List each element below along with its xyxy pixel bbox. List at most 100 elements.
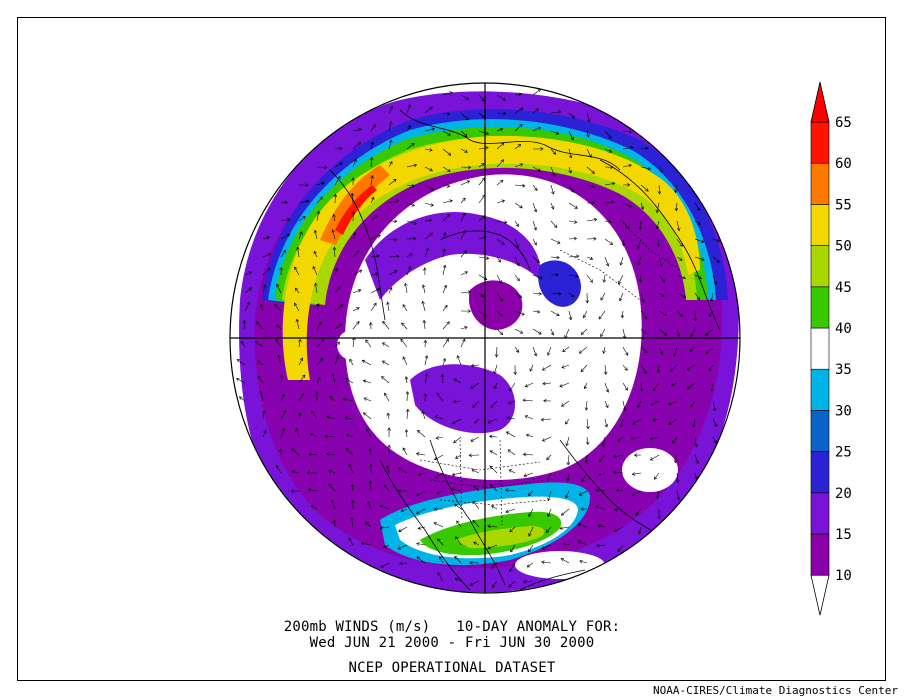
wind-vector (434, 472, 444, 479)
wind-vector-head (505, 431, 510, 435)
wind-vector-head (533, 227, 537, 231)
wind-vector (658, 238, 660, 247)
wind-vector (613, 454, 624, 458)
wind-vector (637, 400, 642, 408)
wind-vector-head (339, 323, 343, 327)
wind-vector (650, 454, 660, 461)
wind-vector-head (686, 386, 691, 390)
wind-vector (547, 508, 552, 517)
wind-vector-head (444, 304, 448, 309)
wind-vector (298, 200, 309, 204)
wind-vector-head (453, 378, 457, 382)
wind-vector-head (376, 288, 381, 292)
wind-vector (658, 310, 667, 316)
wind-vector (578, 490, 588, 496)
wind-vector (312, 266, 318, 276)
wind-vector-head (361, 359, 366, 364)
wind-vector-head (650, 402, 654, 406)
wind-vector-head (561, 365, 565, 369)
wind-vector-head (710, 388, 714, 392)
wind-vector-head (344, 416, 348, 420)
wind-vector-head (431, 127, 436, 132)
wind-vector (541, 544, 552, 549)
wind-vector-head (374, 214, 379, 219)
wind-vector (508, 469, 516, 474)
wind-vector (514, 328, 523, 334)
wind-vector (568, 202, 578, 209)
wind-vector (334, 176, 341, 186)
wind-vector (586, 436, 589, 445)
wind-vector (656, 202, 660, 213)
wind-vector (542, 364, 552, 371)
wind-vector-head (562, 542, 567, 546)
wind-vector-head (279, 266, 283, 271)
wind-vector (622, 382, 628, 391)
wind-vector (635, 508, 642, 516)
wind-vector-head (337, 175, 341, 180)
wind-vector-head (674, 189, 678, 194)
wind-vector-head (600, 333, 604, 338)
wind-vector-head (605, 263, 610, 267)
wind-vector-head (533, 208, 538, 213)
wind-vector-head (491, 584, 496, 588)
wind-vector (676, 238, 683, 247)
wind-vector-head (589, 256, 594, 261)
wind-vector-head (369, 156, 374, 161)
wind-vector (619, 292, 624, 302)
wind-vector-head (712, 407, 717, 412)
wind-vector (550, 238, 561, 244)
wind-vector-head (383, 484, 388, 488)
wind-vector-head (388, 139, 393, 144)
wind-vector-head (676, 227, 681, 232)
wind-vector (568, 220, 577, 223)
wind-vector (381, 376, 390, 384)
wind-vector-head (497, 259, 501, 263)
wind-vector (472, 500, 480, 510)
wind-vector-head (556, 255, 560, 260)
wind-vector-head (370, 141, 374, 145)
wind-vector-head (481, 177, 486, 182)
wind-vector-head (274, 303, 278, 308)
wind-vector (436, 490, 444, 494)
wind-vector (528, 544, 534, 553)
wind-vector (604, 418, 608, 428)
wind-vector-head (587, 118, 591, 123)
wind-vector-head (491, 505, 495, 509)
wind-vector (586, 112, 590, 122)
wind-vector (632, 490, 642, 496)
wind-vector (352, 289, 361, 294)
jet-core-red (335, 185, 377, 235)
colorbar-segment-30 (810, 368, 830, 411)
wind-vector-head (577, 523, 582, 527)
wind-vector (473, 541, 480, 546)
wind-vector-head (579, 559, 583, 564)
wind-vector (561, 508, 570, 516)
wind-vector-head (659, 351, 664, 355)
wind-vector-head (537, 126, 542, 131)
wind-vector-head (350, 516, 354, 521)
wind-vector-head (694, 476, 698, 480)
wind-vector (514, 292, 522, 298)
wind-vector (294, 302, 300, 312)
wind-vector-head (543, 398, 547, 403)
wind-vector (364, 397, 372, 402)
wind-vector-head (588, 154, 592, 158)
wind-vector (460, 112, 469, 121)
wind-vector-head (560, 512, 565, 516)
wind-vector-head (538, 291, 542, 296)
colorbar-label-30: 30 (835, 403, 852, 419)
wind-vector (478, 274, 488, 280)
wind-vector-head (429, 168, 433, 172)
wind-vector-head (329, 395, 333, 400)
wind-vector-head (708, 367, 713, 372)
wind-vector (712, 418, 718, 427)
wind-vector-head (515, 244, 520, 249)
wind-vector-head (617, 280, 622, 285)
wind-vector (496, 328, 503, 335)
wind-vector (525, 415, 534, 420)
wind-vector-head (328, 483, 332, 487)
wind-vector-head (533, 242, 537, 246)
wind-vector (470, 436, 480, 442)
wind-vector-head (689, 348, 694, 352)
wind-vector (291, 448, 300, 456)
